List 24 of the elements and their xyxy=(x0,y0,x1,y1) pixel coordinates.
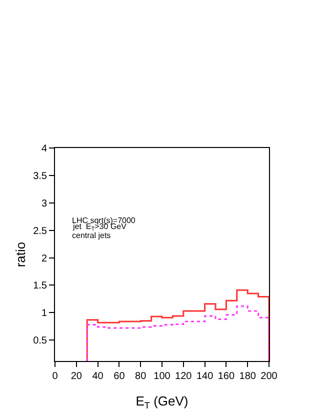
x-tick-label: 180 xyxy=(239,371,256,382)
annotation: jet E$_{T}$>30 GeV xyxy=(72,222,128,233)
x-tick-label: 140 xyxy=(196,371,214,382)
y-axis-title: ratio xyxy=(13,242,28,268)
x-tick-label: 60 xyxy=(114,371,126,382)
y-tick-label: 4 xyxy=(41,144,48,154)
x-tick-label: 120 xyxy=(175,371,192,382)
x-tick-label: 100 xyxy=(154,371,171,382)
x-tick-label: 160 xyxy=(218,371,235,382)
x-tick-label: 40 xyxy=(92,371,104,382)
x-axis-title: E$_{T}$ (GeV) xyxy=(136,394,188,410)
x-tick-label: 80 xyxy=(135,371,147,382)
y-tick-label: 2.5 xyxy=(33,226,48,237)
x-tick-label: 20 xyxy=(70,371,82,382)
y-tick-label: 1 xyxy=(41,308,48,320)
y-tick-label: 1.5 xyxy=(33,280,48,292)
x-tick-label: 200 xyxy=(260,371,278,382)
x-tick-label: 0 xyxy=(52,371,58,382)
y-tick-label: 2 xyxy=(41,253,48,264)
y-tick-label: 3.5 xyxy=(33,170,48,182)
annotation: central jets xyxy=(72,231,111,240)
y-tick-label: 0.5 xyxy=(33,336,48,347)
annotation: LHC sqrt(s)=7000 xyxy=(72,216,136,225)
y-tick-label: 3 xyxy=(41,198,48,210)
